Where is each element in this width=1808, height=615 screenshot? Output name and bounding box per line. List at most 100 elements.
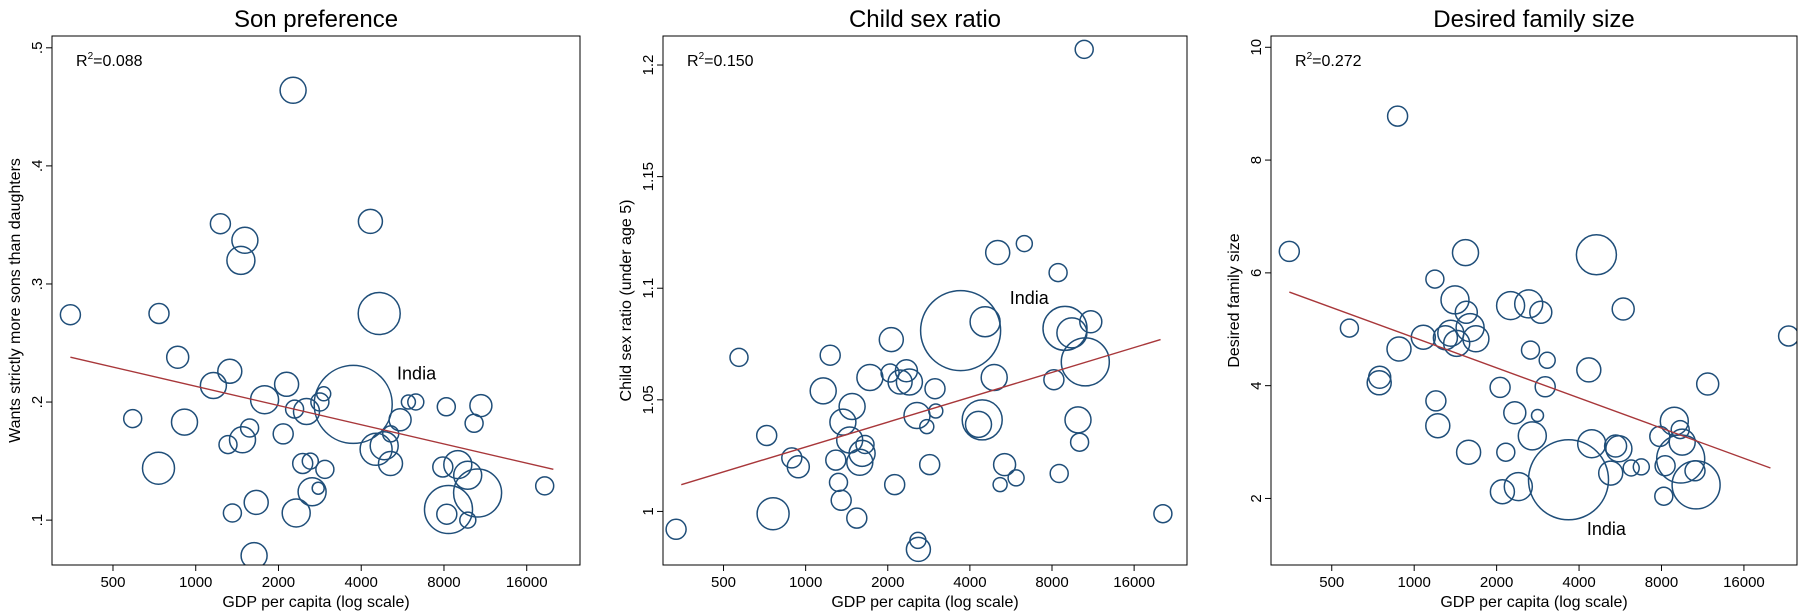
data-point — [1576, 428, 1607, 459]
data-point — [756, 496, 790, 531]
r2-superscript: 2 — [699, 51, 705, 62]
data-point — [218, 434, 238, 455]
x-tick-label: 2000 — [262, 574, 295, 591]
y-tick-label: .2 — [29, 396, 46, 409]
data-point — [1632, 458, 1651, 476]
r2-value: =0.088 — [93, 53, 142, 70]
india-annotation: India — [1010, 288, 1050, 308]
data-point — [315, 459, 335, 480]
data-point — [1695, 372, 1720, 396]
india-annotation: India — [1587, 519, 1627, 539]
panel-title: Child sex ratio — [849, 6, 1001, 33]
data-point — [919, 418, 935, 435]
points-group — [59, 76, 555, 565]
data-point — [239, 418, 260, 438]
data-point — [964, 410, 993, 439]
y-axis-label: Wants strictly more sons than daughters — [7, 158, 24, 443]
data-point — [1042, 305, 1088, 352]
x-tick-label: 16000 — [1113, 574, 1155, 591]
data-point — [301, 452, 320, 470]
data-point — [122, 408, 143, 429]
data-point — [1455, 439, 1482, 465]
panel-1: Son preference 500 1000 2000 4000 8000 16000 .1… — [7, 6, 581, 611]
data-point — [1496, 442, 1516, 462]
plot-frame — [1270, 35, 1798, 566]
data-point — [170, 408, 199, 436]
y-tick-label: .5 — [29, 42, 46, 55]
data-point — [1451, 238, 1480, 267]
data-point — [1503, 400, 1527, 425]
data-point — [1056, 317, 1088, 349]
data-point — [1454, 300, 1479, 325]
data-point — [1654, 454, 1676, 477]
fit-line — [681, 338, 1161, 486]
data-point — [1367, 365, 1392, 389]
y-tick-label: 10 — [1248, 39, 1265, 56]
data-point — [291, 452, 314, 475]
data-point — [228, 426, 257, 454]
data-point — [992, 452, 1017, 477]
data-point — [846, 448, 874, 477]
data-point — [436, 503, 458, 525]
data-point — [240, 541, 268, 565]
x-tick-label: 1000 — [1397, 574, 1430, 591]
data-point — [407, 393, 425, 411]
data-point — [1654, 486, 1674, 506]
y-tick-label: 4 — [1248, 381, 1265, 389]
x-tick-label: 16000 — [506, 574, 548, 591]
data-point — [1527, 439, 1610, 521]
data-point — [1153, 503, 1173, 524]
data-point — [148, 302, 170, 325]
data-point — [894, 359, 919, 383]
plot-frame — [662, 35, 1188, 566]
data-point — [377, 450, 404, 477]
data-point — [1064, 406, 1092, 434]
data-point — [856, 363, 884, 392]
data-point — [830, 489, 852, 512]
data-point — [310, 392, 330, 412]
x-tick-label: 500 — [100, 574, 125, 591]
data-point — [1074, 39, 1094, 60]
data-point — [1530, 408, 1545, 423]
x-tick-label: 2000 — [1480, 574, 1513, 591]
data-point — [1048, 262, 1068, 283]
y-tick-label: 1.1 — [640, 278, 657, 299]
data-point — [1339, 318, 1360, 338]
data-point — [1489, 376, 1511, 399]
data-point — [432, 456, 454, 478]
data-point — [1366, 370, 1392, 396]
fit-line — [1289, 291, 1771, 469]
data-point — [1410, 324, 1437, 350]
r2-prefix: R — [76, 53, 88, 70]
data-point — [887, 369, 913, 395]
data-point — [222, 503, 243, 523]
data-point — [1534, 376, 1556, 398]
data-point — [199, 371, 228, 400]
data-point — [1069, 432, 1090, 452]
r-squared-label: R2=0.272 — [1295, 51, 1362, 70]
y-tick-label: 1.15 — [640, 162, 657, 191]
plot-frame — [51, 35, 581, 566]
data-point — [755, 424, 778, 447]
data-point — [809, 377, 837, 405]
y-tick-label: 2 — [1248, 494, 1265, 502]
x-tick-label: 1000 — [179, 574, 212, 591]
data-point — [1513, 289, 1544, 319]
data-point — [919, 289, 1002, 372]
data-point — [226, 245, 256, 276]
x-axis-label: GDP per capita (log scale) — [831, 594, 1018, 611]
x-tick-label: 8000 — [427, 574, 460, 591]
data-point — [281, 498, 311, 528]
y-tick-label: 1.05 — [640, 385, 657, 414]
data-point — [1655, 434, 1706, 484]
y-tick-label: 8 — [1248, 156, 1265, 164]
data-point — [961, 399, 1003, 441]
data-point — [1455, 312, 1485, 343]
y-tick-label: .3 — [29, 278, 46, 291]
data-point — [59, 303, 82, 326]
data-point — [272, 423, 294, 445]
data-point — [883, 473, 906, 496]
data-point — [846, 507, 868, 529]
data-point — [279, 76, 307, 105]
